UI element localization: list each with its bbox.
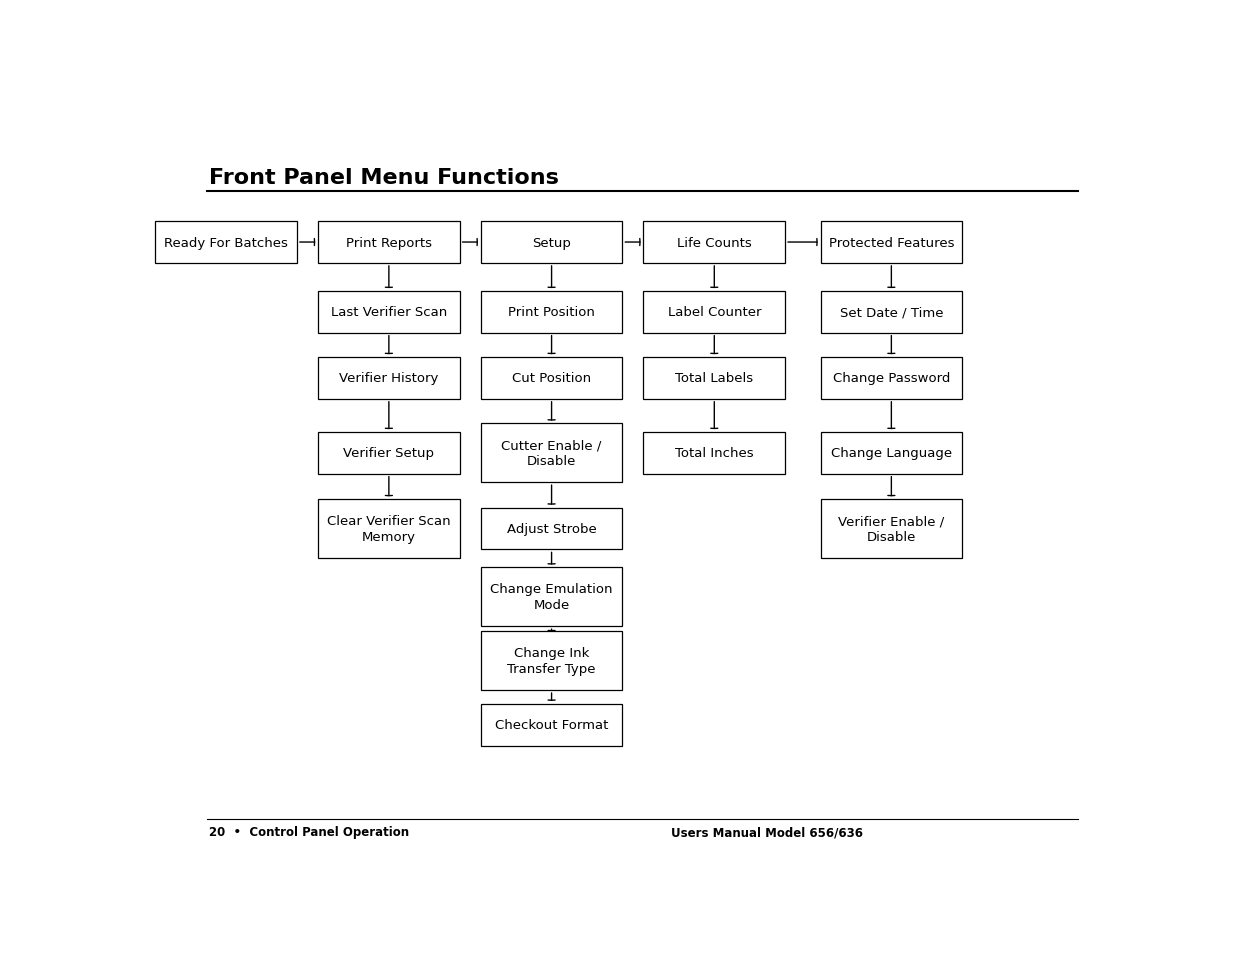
Bar [820,433,962,475]
Bar [319,433,459,475]
Text: Change Language: Change Language [831,447,952,460]
Text: Front Panel Menu Functions: Front Panel Menu Functions [209,168,558,188]
Text: Checkout Format: Checkout Format [495,719,609,731]
Bar [820,222,962,264]
Text: Change Ink
Transfer Type: Change Ink Transfer Type [508,646,595,676]
Bar [319,357,459,399]
Bar [480,292,622,334]
Bar [480,508,622,550]
Bar [643,292,785,334]
Text: Set Date / Time: Set Date / Time [840,306,944,319]
Text: Print Position: Print Position [508,306,595,319]
Bar [643,222,785,264]
Text: Protected Features: Protected Features [829,236,955,250]
Text: Print Reports: Print Reports [346,236,432,250]
Text: Adjust Strobe: Adjust Strobe [506,522,597,536]
Bar [480,222,622,264]
Bar [480,357,622,399]
Text: Verifier Setup: Verifier Setup [343,447,435,460]
Text: Change Emulation
Mode: Change Emulation Mode [490,582,613,612]
Bar [480,424,622,483]
Text: Verifier Enable /
Disable: Verifier Enable / Disable [839,515,945,543]
Bar [480,632,622,690]
Bar [480,568,622,626]
Bar [319,222,459,264]
Text: Ready For Batches: Ready For Batches [164,236,288,250]
Bar [643,433,785,475]
Bar [480,704,622,746]
Text: Users Manual Model 656/636: Users Manual Model 656/636 [672,825,863,839]
Bar [156,222,296,264]
Bar [820,357,962,399]
Text: Total Labels: Total Labels [676,372,753,385]
Text: 20  •  Control Panel Operation: 20 • Control Panel Operation [209,825,409,839]
Bar [820,499,962,558]
Bar [319,292,459,334]
Text: Life Counts: Life Counts [677,236,752,250]
Bar [319,499,459,558]
Bar [820,292,962,334]
Text: Verifier History: Verifier History [340,372,438,385]
Text: Cutter Enable /
Disable: Cutter Enable / Disable [501,439,601,468]
Text: Last Verifier Scan: Last Verifier Scan [331,306,447,319]
Text: Total Inches: Total Inches [676,447,753,460]
Text: Change Password: Change Password [832,372,950,385]
Text: Cut Position: Cut Position [513,372,592,385]
Text: Setup: Setup [532,236,571,250]
Bar [643,357,785,399]
Text: Label Counter: Label Counter [668,306,761,319]
Text: Clear Verifier Scan
Memory: Clear Verifier Scan Memory [327,515,451,543]
